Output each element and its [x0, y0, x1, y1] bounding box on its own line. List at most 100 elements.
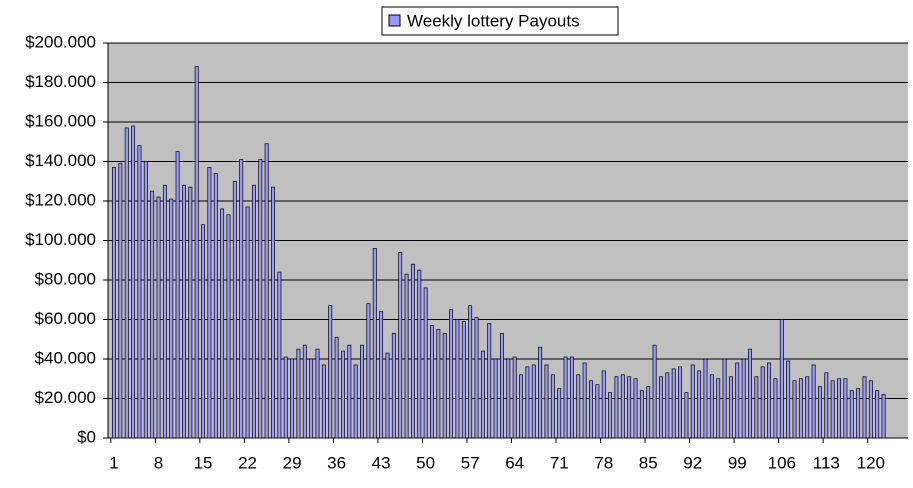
x-tick-label: 64	[505, 453, 524, 472]
bar	[760, 366, 765, 439]
bar	[226, 214, 231, 439]
bar	[620, 374, 625, 439]
bar	[124, 127, 129, 439]
y-tick-label: $0	[77, 427, 96, 446]
bar	[512, 356, 517, 439]
bar	[309, 358, 314, 439]
bar	[468, 305, 473, 439]
bar	[557, 388, 562, 439]
bar	[582, 362, 587, 439]
bar	[544, 364, 549, 439]
bar	[671, 368, 676, 439]
x-tick-label: 1	[109, 453, 118, 472]
x-tick-label: 120	[857, 453, 885, 472]
bar	[500, 332, 504, 439]
x-tick-label: 8	[154, 453, 163, 472]
y-tick-label: $100.000	[25, 230, 96, 249]
bar	[321, 364, 326, 439]
bar	[684, 392, 689, 439]
bar	[722, 358, 727, 439]
y-tick-label: $40.000	[35, 348, 96, 367]
bar	[767, 362, 772, 439]
bar	[162, 184, 167, 439]
bar	[563, 356, 568, 439]
bar	[862, 376, 867, 439]
bar	[748, 348, 752, 439]
bar	[175, 151, 180, 439]
bar	[665, 372, 670, 439]
bar	[608, 392, 613, 439]
y-tick-label: $160.000	[25, 111, 96, 130]
bar	[328, 305, 333, 439]
bar	[379, 311, 384, 439]
bar	[372, 248, 377, 439]
bar	[341, 350, 345, 439]
bar	[531, 364, 536, 439]
bar	[728, 376, 733, 439]
bar	[493, 358, 498, 439]
bar	[455, 319, 460, 439]
y-tick-label: $80.000	[35, 269, 96, 288]
bar	[716, 378, 721, 439]
x-tick-label: 92	[683, 453, 702, 472]
bar	[296, 348, 301, 439]
bar	[843, 378, 848, 439]
bar	[220, 208, 225, 439]
bar	[194, 66, 199, 439]
bar	[417, 269, 422, 439]
bar	[366, 303, 371, 439]
bar	[550, 374, 555, 439]
bar	[773, 378, 778, 439]
bar	[487, 323, 492, 439]
bar	[410, 263, 415, 439]
y-tick-label: $140.000	[25, 151, 96, 170]
x-tick-label: 71	[550, 453, 569, 472]
bar	[283, 356, 288, 439]
bar	[868, 380, 873, 439]
bar	[436, 329, 441, 439]
bar	[811, 364, 816, 439]
bar	[824, 372, 829, 439]
x-tick-label: 15	[194, 453, 213, 472]
bar	[213, 173, 218, 439]
bar	[837, 378, 841, 439]
bar	[690, 364, 695, 439]
bar	[188, 186, 193, 439]
bar	[480, 350, 485, 439]
bar	[792, 380, 797, 439]
bar	[633, 378, 638, 439]
x-tick-label: 99	[728, 453, 747, 472]
bar	[182, 184, 186, 439]
bar	[849, 390, 854, 439]
y-tick-label: $120.000	[25, 190, 96, 209]
bar	[576, 374, 581, 439]
bar	[112, 167, 116, 439]
bar	[601, 370, 606, 439]
x-tick-label: 106	[768, 453, 796, 472]
bar	[430, 325, 434, 439]
legend-box	[381, 6, 619, 36]
bar	[709, 374, 714, 439]
x-tick-label: 113	[813, 453, 840, 472]
bar	[290, 358, 295, 439]
bar	[156, 196, 161, 439]
bar	[474, 317, 479, 439]
bar	[239, 159, 244, 439]
bar	[347, 344, 352, 439]
bar	[741, 358, 746, 439]
bar	[786, 360, 791, 439]
bar	[404, 273, 409, 439]
x-tick-label: 85	[639, 453, 658, 472]
bar	[678, 366, 682, 439]
bar	[875, 390, 880, 439]
x-tick-label: 29	[283, 453, 302, 472]
x-tick-label: 36	[327, 453, 346, 472]
legend-swatch	[388, 14, 401, 27]
bar	[856, 388, 861, 439]
bar	[779, 319, 784, 439]
bar	[519, 374, 523, 439]
y-tick-label: $200.000	[25, 32, 96, 51]
bar	[423, 287, 428, 439]
